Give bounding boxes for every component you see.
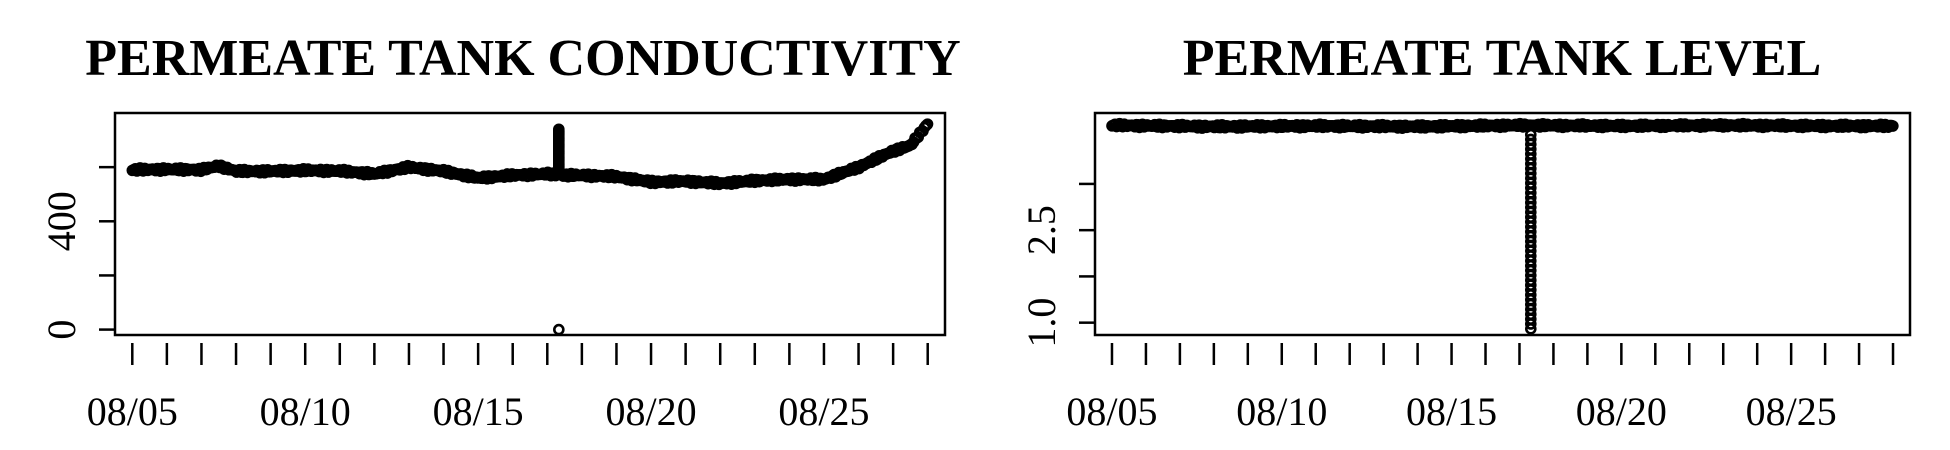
- y-tick-label: 1.0: [1019, 298, 1064, 348]
- data-point: [1524, 128, 1537, 141]
- plot-area: 1.0 2.5 08/05 08/10 08/15 08/20 08/25: [1019, 111, 1912, 434]
- x-tick-label: 08/25: [778, 389, 869, 434]
- x-tick-label: 08/05: [87, 389, 178, 434]
- x-tick-label: 08/05: [1066, 389, 1157, 434]
- x-tick-label: 08/20: [1576, 389, 1667, 434]
- plot-frame: [1093, 111, 1912, 337]
- x-tick-label: 08/10: [1236, 389, 1327, 434]
- data-point: [1524, 133, 1537, 146]
- plot-area: 0 400 08/05 08/10 08/15 08/20 08/25: [39, 111, 947, 434]
- data-point: [553, 323, 565, 336]
- chart-panel-level: PERMEATE TANK LEVEL 1.0 2.5 08/05 08/10 08/1…: [1019, 30, 1912, 434]
- y-tick-label: 0: [39, 320, 84, 340]
- chart-panel-conductivity: PERMEATE TANK CONDUCTIVITY 0 400 08/05 08/1…: [39, 30, 961, 434]
- y-tick-label: 400: [39, 191, 84, 251]
- chart-title: PERMEATE TANK CONDUCTIVITY: [85, 30, 960, 87]
- data-point: [1887, 120, 1899, 132]
- x-tick-label: 08/10: [260, 389, 351, 434]
- x-tick-label: 08/25: [1746, 389, 1837, 434]
- y-tick-label: 2.5: [1019, 205, 1064, 255]
- data-point: [921, 118, 934, 130]
- chart-title: PERMEATE TANK LEVEL: [1183, 30, 1822, 87]
- data-points: [126, 118, 934, 336]
- x-tick-label: 08/15: [433, 389, 524, 434]
- x-tick-label: 08/15: [1406, 389, 1497, 434]
- plot-frame: [113, 111, 947, 337]
- data-point: [553, 123, 565, 136]
- data-points: [1106, 117, 1899, 335]
- x-tick-label: 08/20: [605, 389, 696, 434]
